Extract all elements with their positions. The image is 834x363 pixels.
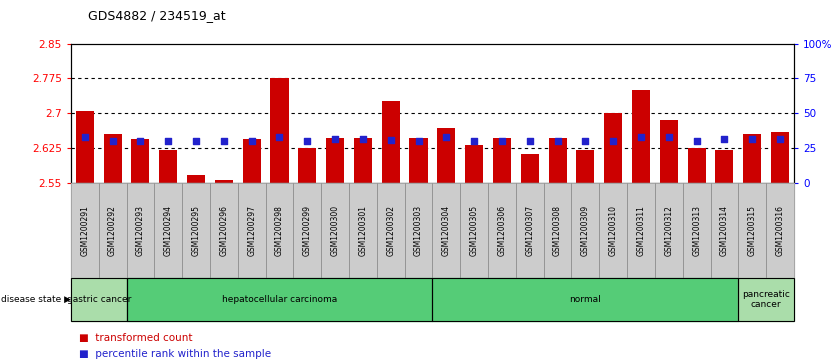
Point xyxy=(440,134,453,140)
Point xyxy=(468,139,481,144)
Text: GSM1200303: GSM1200303 xyxy=(414,205,423,256)
Bar xyxy=(604,113,622,183)
Text: GSM1200314: GSM1200314 xyxy=(720,205,729,256)
Text: GSM1200293: GSM1200293 xyxy=(136,205,145,256)
Point xyxy=(579,139,592,144)
Text: GSM1200294: GSM1200294 xyxy=(163,205,173,256)
Text: pancreatic
cancer: pancreatic cancer xyxy=(742,290,790,309)
Text: GSM1200305: GSM1200305 xyxy=(470,205,479,256)
Bar xyxy=(743,134,761,183)
Point xyxy=(356,136,369,142)
Bar xyxy=(243,139,261,183)
Text: gastric cancer: gastric cancer xyxy=(67,295,131,304)
Point xyxy=(523,139,536,144)
Point xyxy=(662,134,676,140)
Text: GSM1200302: GSM1200302 xyxy=(386,205,395,256)
Bar xyxy=(660,121,678,183)
Point xyxy=(551,139,565,144)
Text: GSM1200301: GSM1200301 xyxy=(359,205,368,256)
Point xyxy=(273,134,286,140)
Bar xyxy=(215,180,233,183)
Bar xyxy=(382,101,399,183)
Point xyxy=(245,139,259,144)
Text: GSM1200304: GSM1200304 xyxy=(442,205,451,256)
Point xyxy=(189,139,203,144)
Bar xyxy=(326,138,344,183)
Bar xyxy=(493,138,511,183)
Bar xyxy=(549,138,566,183)
Point xyxy=(495,139,509,144)
Point xyxy=(78,134,92,140)
Point xyxy=(412,139,425,144)
Point xyxy=(162,139,175,144)
Point xyxy=(217,139,230,144)
Text: GSM1200315: GSM1200315 xyxy=(748,205,756,256)
Bar xyxy=(576,150,595,183)
Point xyxy=(718,136,731,142)
Text: GSM1200308: GSM1200308 xyxy=(553,205,562,256)
Bar xyxy=(76,111,94,183)
Bar xyxy=(132,139,149,183)
Point xyxy=(300,139,314,144)
Bar xyxy=(409,138,428,183)
Bar xyxy=(520,154,539,183)
Text: GSM1200311: GSM1200311 xyxy=(636,205,646,256)
Bar xyxy=(771,132,789,183)
Point xyxy=(329,136,342,142)
Text: ■  transformed count: ■ transformed count xyxy=(79,333,193,343)
Text: GDS4882 / 234519_at: GDS4882 / 234519_at xyxy=(88,9,225,22)
Text: normal: normal xyxy=(570,295,601,304)
Bar xyxy=(632,90,650,183)
Text: GSM1200300: GSM1200300 xyxy=(330,205,339,256)
Text: GSM1200309: GSM1200309 xyxy=(581,205,590,256)
Text: GSM1200292: GSM1200292 xyxy=(108,205,117,256)
Bar xyxy=(687,148,706,183)
Bar xyxy=(270,78,289,183)
Bar xyxy=(437,129,455,183)
Point xyxy=(133,139,147,144)
Text: hepatocellular carcinoma: hepatocellular carcinoma xyxy=(222,295,337,304)
Point xyxy=(106,139,119,144)
Bar xyxy=(299,148,316,183)
Text: GSM1200312: GSM1200312 xyxy=(665,205,673,256)
Point xyxy=(606,139,620,144)
Text: GSM1200307: GSM1200307 xyxy=(525,205,535,256)
Text: ■  percentile rank within the sample: ■ percentile rank within the sample xyxy=(79,349,271,359)
Text: GSM1200306: GSM1200306 xyxy=(497,205,506,256)
Text: GSM1200291: GSM1200291 xyxy=(80,205,89,256)
Point xyxy=(690,139,703,144)
Bar xyxy=(159,150,178,183)
Bar xyxy=(103,134,122,183)
Text: GSM1200297: GSM1200297 xyxy=(247,205,256,256)
Point xyxy=(384,137,397,143)
Text: GSM1200298: GSM1200298 xyxy=(275,205,284,256)
Bar xyxy=(187,175,205,183)
Text: GSM1200296: GSM1200296 xyxy=(219,205,229,256)
Text: GSM1200313: GSM1200313 xyxy=(692,205,701,256)
Point xyxy=(635,134,648,140)
Text: GSM1200299: GSM1200299 xyxy=(303,205,312,256)
Bar xyxy=(465,145,483,183)
Text: GSM1200316: GSM1200316 xyxy=(776,205,785,256)
Point xyxy=(746,136,759,142)
Text: GSM1200295: GSM1200295 xyxy=(192,205,200,256)
Point xyxy=(773,136,786,142)
Bar xyxy=(354,138,372,183)
Text: disease state ▶: disease state ▶ xyxy=(1,295,71,304)
Bar xyxy=(716,150,733,183)
Text: GSM1200310: GSM1200310 xyxy=(609,205,618,256)
